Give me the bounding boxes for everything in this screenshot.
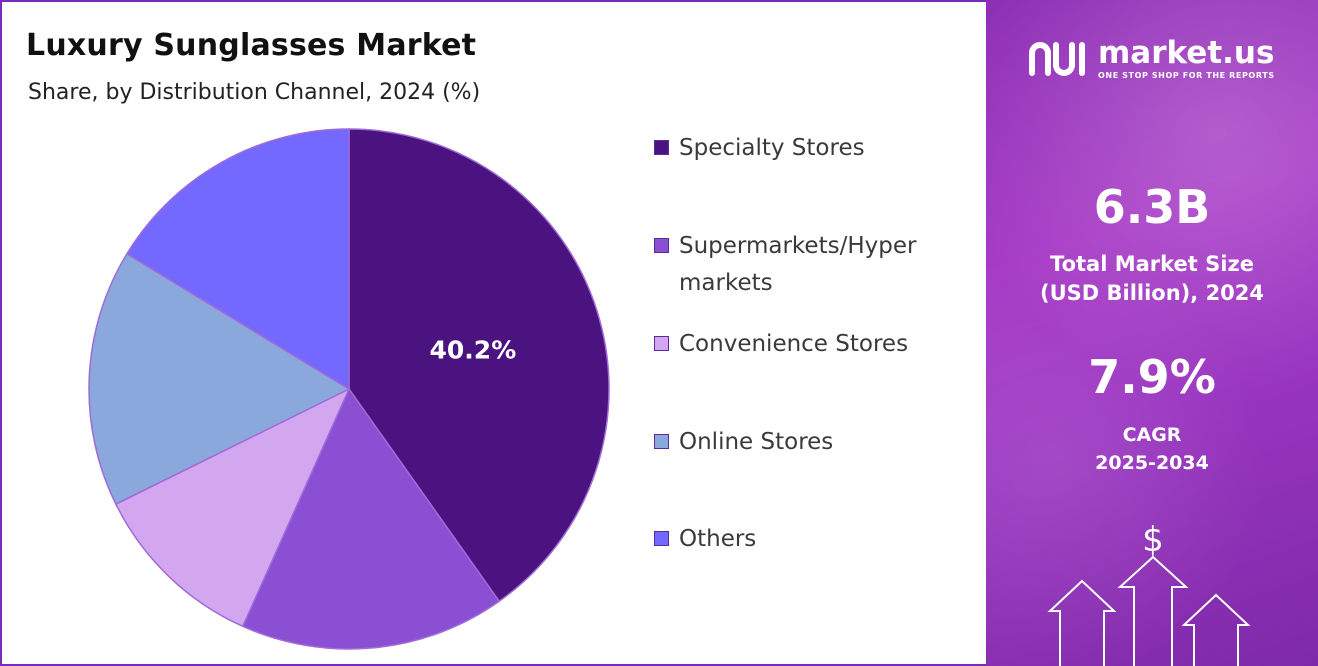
dollar-sign-icon: $ <box>1142 520 1164 560</box>
pie-slice-convenience-stores <box>114 387 351 628</box>
brand-name: market.us <box>1098 35 1275 71</box>
legend-item-convenience-stores: Convenience Stores <box>654 326 959 363</box>
pie-slice-supermarkets-hyper-markets <box>241 387 501 650</box>
brand: market.us ONE STOP SHOP FOR THE REPORTS <box>1026 38 1275 80</box>
market-us-logo-icon <box>1029 42 1085 76</box>
legend-label: Convenience Stores <box>679 331 909 357</box>
legend-item-supermarkets: Supermarkets/Hyper markets <box>654 228 959 302</box>
chart-title: Luxury Sunglasses Market <box>26 28 477 63</box>
brand-text: market.us ONE STOP SHOP FOR THE REPORTS <box>1098 35 1275 81</box>
legend-swatch <box>654 434 669 449</box>
legend-swatch <box>654 238 669 253</box>
cagr-label-line1: CAGR <box>1122 424 1182 446</box>
pie-slice-online-stores <box>88 252 351 506</box>
market-size-label-line1: Total Market Size <box>1050 252 1254 276</box>
legend-label: Online Stores <box>679 429 834 455</box>
legend-item-others: Others <box>654 521 959 558</box>
legend-item-online-stores: Online Stores <box>654 424 959 461</box>
legend-label: Specialty Stores <box>679 135 865 161</box>
cagr-label-line2: 2025-2034 <box>1095 452 1209 474</box>
stats-panel: market.us ONE STOP SHOP FOR THE REPORTS … <box>986 0 1318 666</box>
pie-slice-others <box>125 128 350 391</box>
legend-label: Supermarkets/Hyper markets <box>679 233 917 296</box>
legend-swatch <box>654 531 669 546</box>
legend-label: Others <box>679 526 757 552</box>
legend-item-specialty-stores: Specialty Stores <box>654 130 959 167</box>
chart-panel: Luxury Sunglasses Market Share, by Distr… <box>0 0 986 666</box>
market-size-label-line2: (USD Billion), 2024 <box>1039 281 1265 305</box>
brand-tagline: ONE STOP SHOP FOR THE REPORTS <box>1098 71 1275 80</box>
pie-chart: 40.2% <box>88 128 610 650</box>
market-size-value: 6.3B <box>1093 180 1211 234</box>
pie-data-label: 40.2% <box>430 336 517 365</box>
background-overlay <box>986 0 1318 666</box>
growth-arrows-icon: $ <box>1047 520 1251 666</box>
chart-subtitle: Share, by Distribution Channel, 2024 (%) <box>28 80 481 105</box>
pie-slice-specialty-stores <box>348 128 610 603</box>
cagr-value: 7.9% <box>1088 350 1216 404</box>
legend-swatch <box>654 336 669 351</box>
legend-swatch <box>654 140 669 155</box>
